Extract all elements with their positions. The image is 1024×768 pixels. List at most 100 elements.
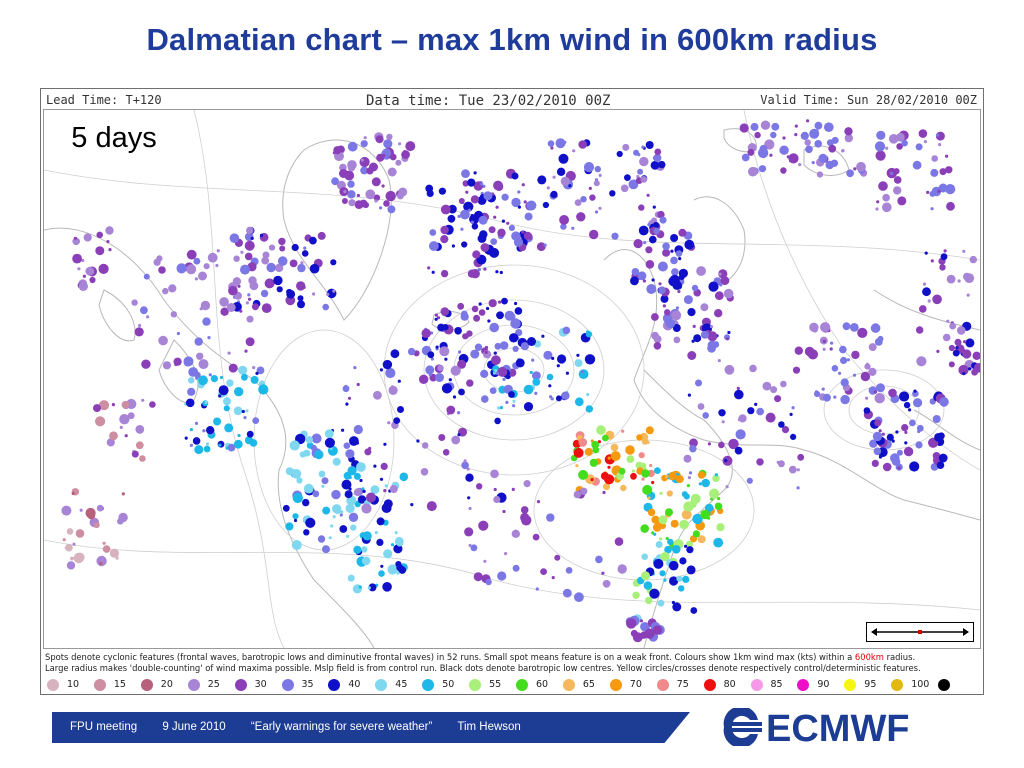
cyclone-spot — [468, 543, 472, 548]
cyclone-spot — [841, 149, 845, 153]
cyclone-spot — [796, 486, 800, 490]
cyclone-spot — [444, 357, 448, 361]
cyclone-spot — [573, 490, 581, 499]
cyclone-spot — [324, 437, 335, 448]
cyclone-spot — [297, 295, 304, 302]
dalmatian-chart: Lead Time: T+120 Data time: Tue 23/02/20… — [40, 88, 984, 695]
cyclone-spot — [493, 487, 497, 492]
cyclone-spot — [461, 169, 470, 178]
cyclone-spot — [332, 289, 336, 293]
cyclone-spot — [512, 345, 519, 352]
cyclone-spot — [934, 433, 943, 442]
cyclone-spot — [596, 425, 606, 435]
cyclone-spot — [814, 140, 822, 148]
cyclone-spot — [800, 131, 809, 140]
cyclone-spot — [170, 311, 177, 318]
cyclone-spot — [631, 268, 640, 276]
cyclone-spot — [119, 414, 130, 425]
cyclone-spot — [383, 442, 387, 446]
cyclone-spot — [915, 441, 923, 449]
cyclone-spot — [511, 197, 521, 208]
cyclone-spot — [962, 249, 966, 253]
cyclone-spot — [946, 201, 955, 211]
cyclone-spot — [356, 382, 360, 387]
cyclone-spot — [657, 210, 665, 219]
cyclone-spot — [379, 368, 383, 372]
cyclone-spot — [176, 263, 187, 274]
cyclone-spot — [580, 196, 587, 203]
cyclone-spot — [121, 492, 125, 496]
cyclone-spot — [942, 333, 951, 342]
cyclone-spot — [385, 190, 396, 202]
legend-label: 50 — [442, 679, 455, 690]
legend-swatch — [562, 678, 575, 691]
cyclone-spot — [712, 474, 720, 483]
cyclone-spot — [194, 371, 201, 378]
cyclone-spot — [882, 193, 890, 202]
legend-item: 100 — [891, 676, 929, 693]
cyclone-spot — [439, 346, 450, 357]
cyclone-spot — [470, 214, 474, 218]
legend-swatch — [422, 678, 435, 691]
cyclone-spot — [946, 274, 956, 284]
cyclone-spot — [658, 160, 666, 169]
cyclone-spot — [535, 587, 539, 591]
legend-label: 80 — [723, 679, 736, 690]
cyclone-spot — [219, 297, 229, 307]
legend-label: 25 — [207, 679, 220, 690]
cyclone-spot — [189, 428, 193, 432]
cyclone-spot — [871, 459, 879, 467]
cyclone-spot — [955, 346, 959, 350]
cyclone-spot — [483, 267, 487, 271]
cyclone-spot — [396, 539, 404, 547]
cyclone-spot — [937, 189, 941, 193]
cyclone-spot — [638, 452, 645, 459]
cyclone-spot — [585, 331, 593, 338]
cyclone-spot — [95, 246, 105, 256]
cyclone-spot — [717, 359, 721, 363]
cyclone-spot — [460, 227, 464, 231]
legend-item: 40 — [328, 676, 360, 693]
cyclone-spot — [746, 477, 753, 484]
cyclone-spot — [405, 141, 416, 152]
cyclone-spot — [758, 165, 767, 173]
cyclone-spot — [463, 201, 474, 212]
cyclone-spot — [788, 465, 797, 474]
cyclone-spot — [901, 424, 909, 432]
cyclone-spot — [362, 531, 372, 541]
cyclone-spot — [429, 241, 439, 251]
cyclone-spot — [457, 359, 467, 369]
cyclone-spot — [111, 403, 115, 407]
cyclone-spot — [109, 548, 119, 558]
cyclone-spot — [194, 277, 198, 281]
cyclone-spot — [584, 447, 593, 456]
legend-swatch — [93, 678, 106, 691]
legend-swatch — [891, 678, 904, 691]
cyclone-spot — [509, 333, 519, 343]
cyclone-spot — [695, 379, 702, 387]
cyclone-spot — [489, 322, 500, 333]
cyclone-spot — [874, 419, 882, 427]
cyclone-spot — [863, 407, 871, 414]
cyclone-spot — [467, 178, 476, 187]
cyclone-spot — [653, 532, 657, 536]
cyclone-spot — [309, 263, 320, 274]
cyclone-spot — [794, 124, 798, 128]
cyclone-spot — [332, 457, 341, 466]
cyclone-spot — [646, 284, 657, 294]
cyclone-spot — [844, 133, 853, 143]
cyclone-spot — [141, 398, 145, 402]
cyclone-spot — [239, 309, 243, 313]
cyclone-spot — [194, 337, 203, 346]
cyclone-spot — [671, 268, 679, 276]
cyclone-spot — [685, 540, 694, 548]
cyclone-spot — [814, 121, 823, 130]
cyclone-spot — [378, 570, 385, 577]
cyclone-spot — [671, 600, 676, 605]
cyclone-spot — [689, 445, 697, 453]
cyclone-spot — [299, 451, 306, 458]
cyclone-spot — [831, 136, 839, 144]
cyclone-spot — [501, 193, 509, 201]
cyclone-spot — [98, 263, 109, 274]
cyclone-spot — [457, 433, 461, 437]
